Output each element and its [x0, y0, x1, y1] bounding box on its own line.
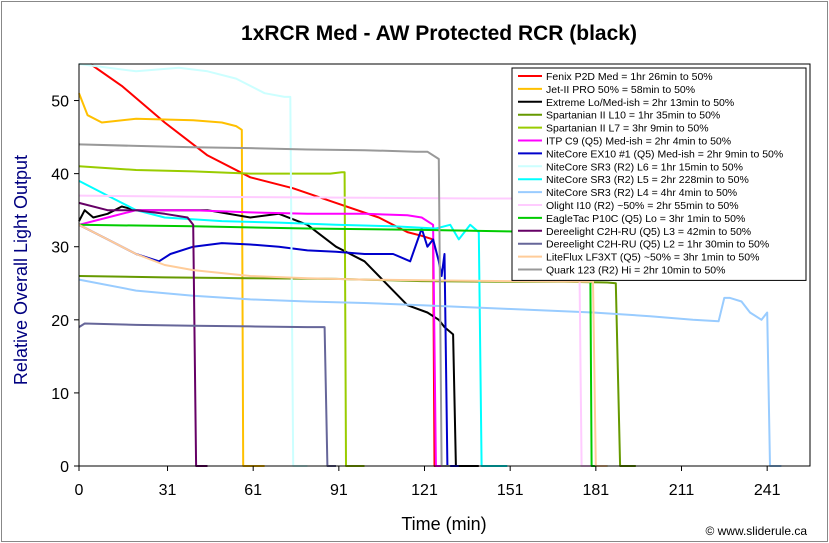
legend-box — [511, 67, 807, 281]
plot-border — [78, 63, 811, 467]
legend-entry: ITP C9 (Q5) Med-ish = 2hr 4min to 50% — [546, 136, 731, 148]
series-line-14 — [78, 223, 608, 467]
legend-entry: Extreme Lo/Med-ish = 2hr 13min to 50% — [546, 97, 734, 109]
legend-entry: Jet-II PRO 50% = 58min to 50% — [546, 84, 695, 96]
legend-entry: NiteCore SR3 (R2) L4 = 4hr 4min to 50% — [546, 187, 737, 199]
series-line-4 — [78, 165, 365, 467]
legend-entry: Dereelight C2H-RU (Q5) L3 = 42min to 50% — [546, 226, 751, 238]
series-line-9 — [78, 278, 782, 467]
y-tick-label: 0 — [60, 459, 69, 476]
axes-layer: 0 10 20 30 40 50 0 31 61 91 121 151 181 211 241 — [51, 63, 811, 499]
y-tick-label: 30 — [51, 240, 69, 257]
chart-title: 1xRCR Med - AW Protected RCR (black) — [241, 22, 637, 45]
x-tick-label: 0 — [75, 482, 84, 499]
y-tick-label: 40 — [51, 167, 69, 184]
legend-entry: Quark 123 (R2) Hi = 2hr 10min to 50% — [546, 265, 725, 277]
x-axis-label: Time (min) — [401, 514, 486, 534]
series-line-7 — [78, 63, 308, 467]
x-tick-label: 61 — [244, 482, 262, 499]
legend-entry: NiteCore SR3 (R2) L5 = 2hr 228min to 50% — [546, 174, 749, 186]
y-tick-label: 50 — [51, 94, 69, 111]
series-line-8 — [78, 180, 508, 467]
legend-entry: Spartanian II L7 = 3hr 9min to 50% — [546, 123, 709, 135]
x-tick-label: 211 — [669, 482, 695, 499]
credit-text: © www.sliderule.ca — [705, 524, 807, 538]
series-line-13 — [78, 322, 336, 467]
x-tick-label: 91 — [330, 482, 348, 499]
plot-area: 0 10 20 30 40 50 0 31 61 91 121 151 181 211 241 Fenix … — [51, 63, 811, 499]
x-tick-label: 241 — [754, 482, 781, 499]
legend-entry: Olight I10 (R2) ~50% = 2hr 55min to 50% — [546, 200, 739, 212]
legend-entry: Dereelight C2H-RU (Q5) L2 = 1hr 30min to… — [546, 239, 769, 251]
x-tick-label: 151 — [497, 482, 524, 499]
legend-entry: NiteCore EX10 #1 (Q5) Med-ish = 2hr 9min… — [546, 148, 783, 160]
series-line-12 — [78, 201, 208, 467]
legend-entry: LiteFlux LF3XT (Q5) ~50% = 3hr 1min to 5… — [546, 252, 759, 264]
legend-entry: EagleTac P10C (Q5) Lo = 3hr 1min to 50% — [546, 213, 745, 225]
legend-entry: NiteCore SR3 (R2) L6 = 1hr 15min to 50% — [546, 161, 743, 173]
y-tick-label: 10 — [51, 386, 69, 403]
legend: Fenix P2D Med = 1hr 26min to 50%Jet-II P… — [511, 67, 807, 281]
legend-entry: Fenix P2D Med = 1hr 26min to 50% — [546, 71, 713, 83]
y-tick-label: 20 — [51, 313, 69, 330]
series-line-2 — [78, 205, 479, 467]
x-tick-label: 181 — [582, 482, 609, 499]
legend-entry: Spartanian II L10 = 1hr 35min to 50% — [546, 110, 720, 122]
y-axis-label: Relative Overall Light Output — [11, 155, 31, 385]
x-tick-label: 31 — [159, 482, 177, 499]
series-line-15 — [78, 143, 451, 467]
series-line-5 — [78, 209, 451, 467]
x-tick-label: 121 — [411, 482, 438, 499]
